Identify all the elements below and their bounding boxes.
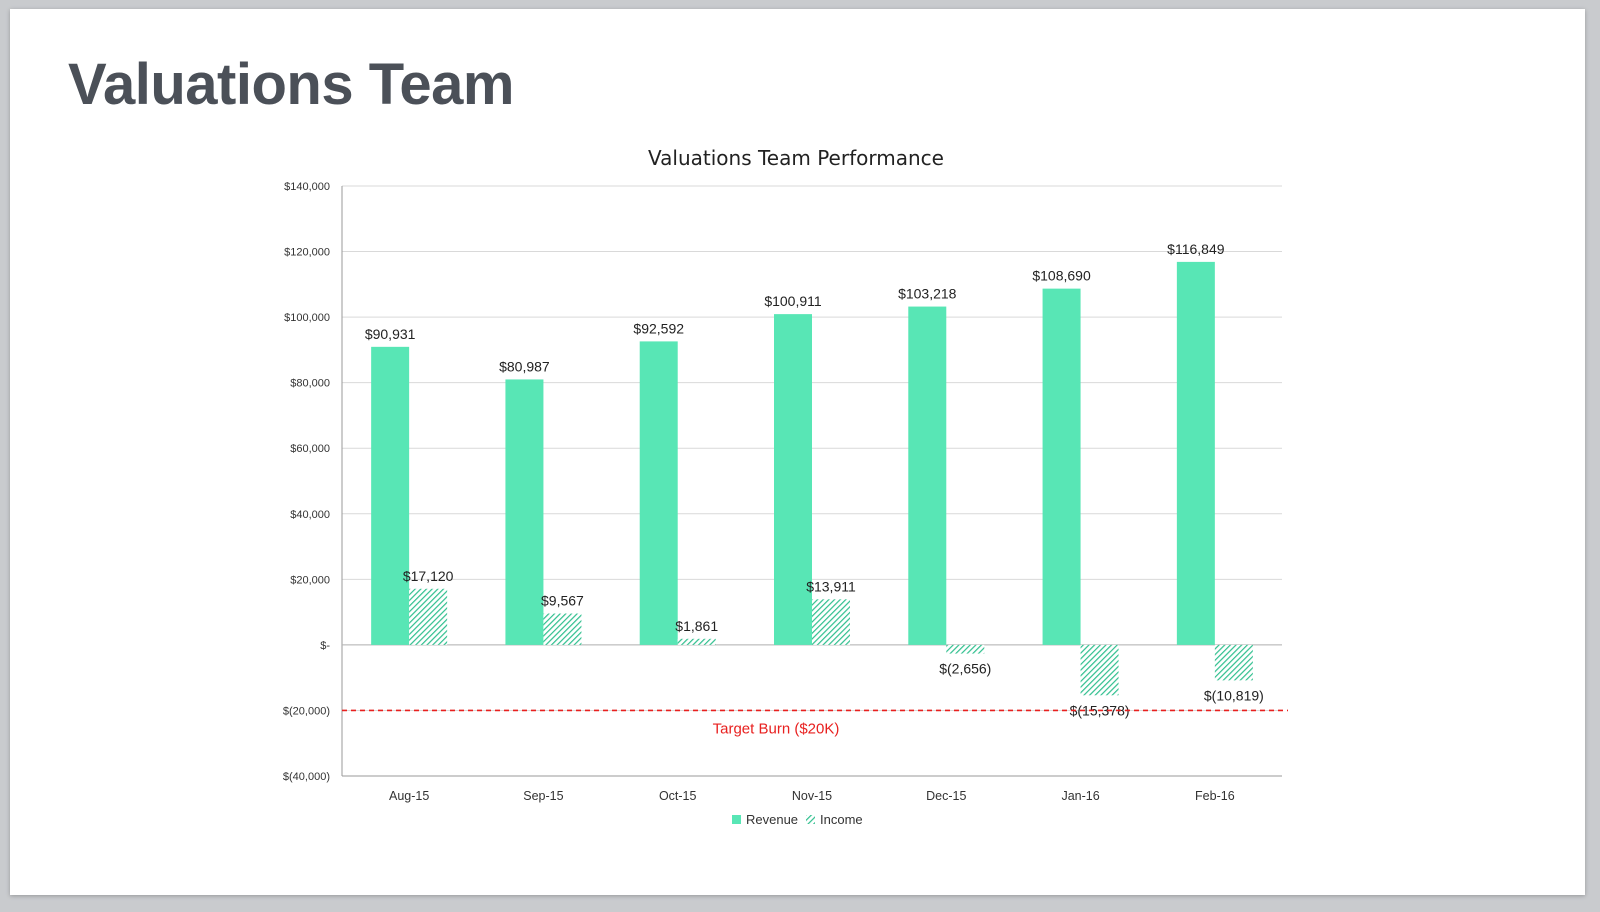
target-burn-label: Target Burn ($20K) [713,720,840,737]
legend-income-label: Income [820,812,863,827]
y-tick-label: $(40,000) [283,771,330,783]
income-bar [409,588,448,645]
revenue-data-label: $108,690 [1032,268,1091,284]
slide-title: Valuations Team [68,52,514,117]
income-data-label: $1,861 [675,618,718,634]
income-bar [543,613,582,645]
x-tick-label: Oct-15 [659,789,697,803]
income-bar [946,644,985,654]
x-tick-label: Sep-15 [523,789,563,803]
legend-revenue-swatch [732,815,741,824]
revenue-data-label: $90,931 [365,326,416,342]
revenue-data-label: $80,987 [499,358,550,374]
x-tick-label: Nov-15 [792,789,832,803]
performance-chart: Valuations Team Performance $140,000 $120… [283,146,1288,827]
income-bar [1214,644,1253,681]
y-tick-label: $140,000 [284,181,330,193]
y-tick-label: $60,000 [290,443,330,455]
legend-revenue-label: Revenue [746,812,798,827]
revenue-data-label: $92,592 [633,320,684,336]
income-data-label: $17,120 [403,568,454,584]
revenue-data-label: $100,911 [764,293,822,309]
revenue-bar [639,341,678,645]
x-tick-label: Feb-16 [1195,789,1235,803]
revenue-bar [908,306,947,645]
y-tick-label: $80,000 [290,378,330,390]
y-tick-label: $(20,000) [283,705,330,717]
y-tick-label: $40,000 [290,509,330,521]
revenue-data-label: $103,218 [898,286,957,302]
x-tick-label: Jan-16 [1061,789,1099,803]
y-tick-label: $100,000 [284,312,330,324]
income-bar [1080,644,1119,696]
income-bar [677,638,716,645]
revenue-bar [774,314,812,645]
slide: Valuations Team Valuations Team Performa… [10,9,1585,895]
income-data-label: $(2,656) [939,661,991,677]
revenue-bar [505,379,544,645]
revenue-bar [1042,288,1081,645]
income-bar [812,599,850,645]
y-tick-label: $120,000 [284,247,330,259]
income-data-label: $13,911 [806,578,856,594]
revenue-data-label: $116,849 [1167,241,1225,257]
chart-title: Valuations Team Performance [648,146,944,170]
income-data-label: $9,567 [541,593,584,609]
x-tick-label: Aug-15 [389,789,429,803]
y-tick-label: $20,000 [290,574,330,586]
x-tick-label: Dec-15 [926,789,966,803]
y-tick-label: $- [320,640,330,652]
legend-income-swatch [806,815,815,824]
revenue-bar [1176,261,1215,645]
revenue-bar [371,346,410,645]
income-data-label: $(10,819) [1204,687,1264,703]
